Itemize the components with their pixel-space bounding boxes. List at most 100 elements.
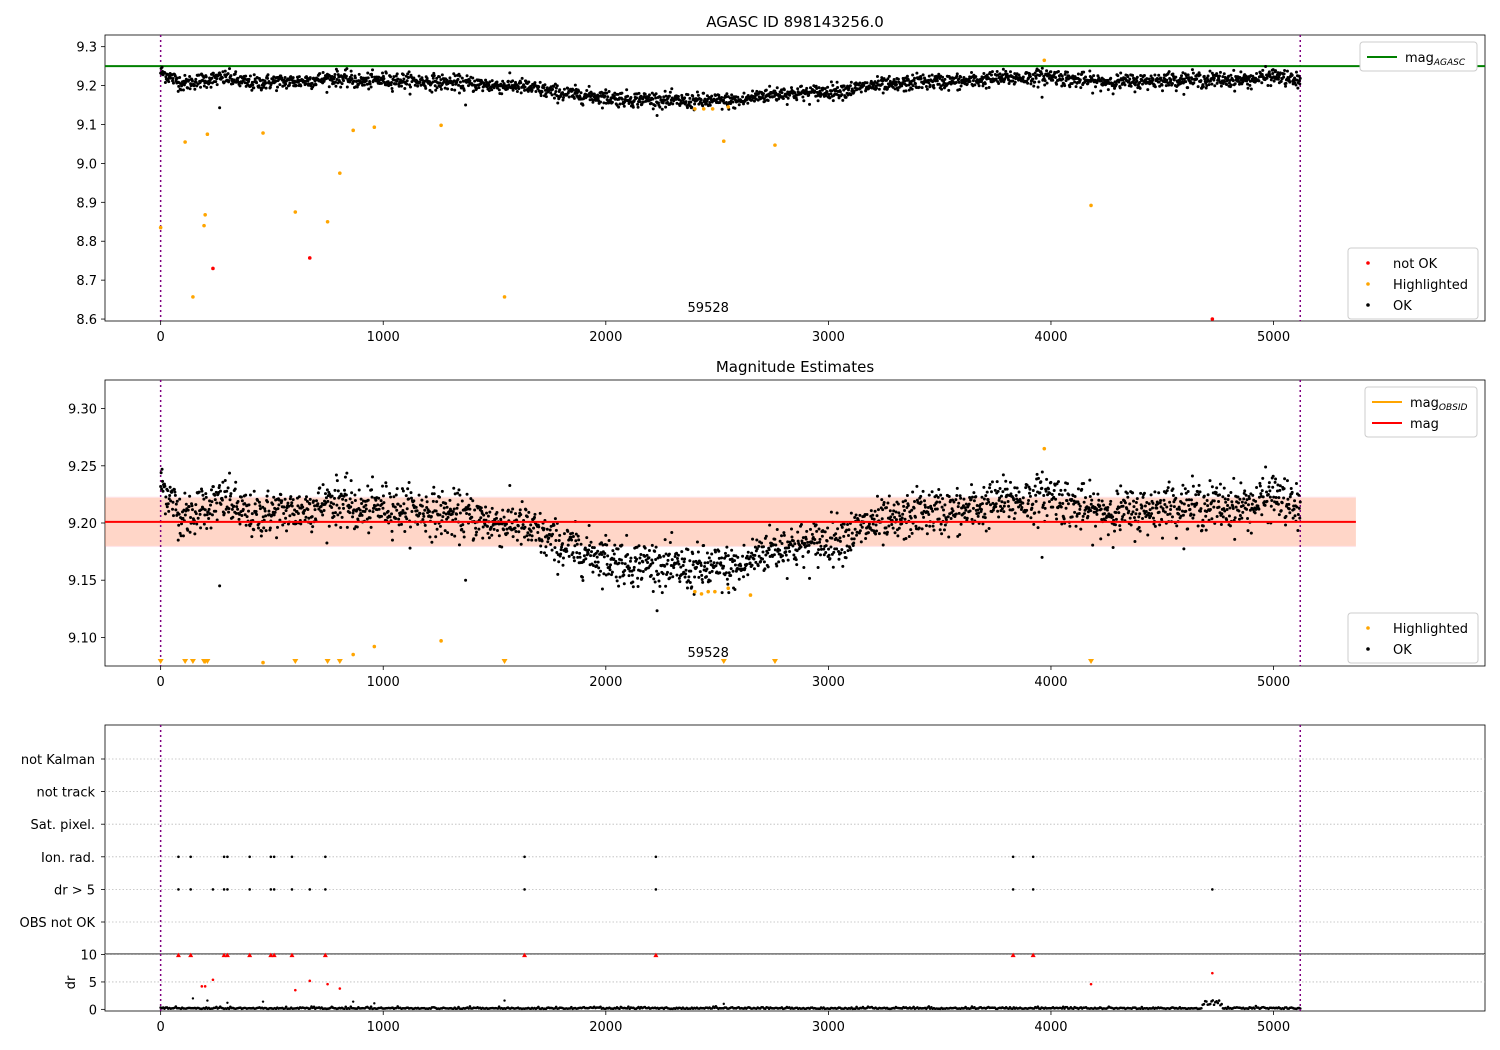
ok-point xyxy=(301,505,305,509)
ok-point xyxy=(1063,72,1067,76)
ok-point xyxy=(834,532,838,536)
ok-point xyxy=(969,498,973,502)
ok-point xyxy=(1017,490,1021,494)
ok-point xyxy=(574,532,578,536)
ok-point xyxy=(838,536,842,540)
ok-point xyxy=(527,80,531,84)
ok-point xyxy=(435,76,439,80)
ok-point xyxy=(1035,472,1039,476)
ok-point xyxy=(580,575,584,579)
ok-point xyxy=(175,499,179,503)
ok-point xyxy=(1298,500,1302,504)
ok-point xyxy=(1233,537,1237,541)
ok-point xyxy=(595,564,599,568)
ok-point xyxy=(330,74,334,78)
ok-point xyxy=(1246,529,1250,533)
ok-point xyxy=(339,85,343,89)
ok-point xyxy=(600,587,604,591)
ok-point xyxy=(169,76,173,80)
ok-point xyxy=(686,548,690,552)
ok-point xyxy=(1128,502,1132,506)
ok-point xyxy=(189,516,193,520)
ok-point xyxy=(1260,513,1264,517)
ok-point xyxy=(1051,78,1055,82)
ok-point xyxy=(308,502,312,506)
ok-point xyxy=(755,538,759,542)
ok-point xyxy=(197,73,201,77)
ok-point xyxy=(1116,492,1120,496)
ok-point xyxy=(658,584,662,588)
ok-point xyxy=(417,493,421,497)
ok-point xyxy=(437,75,441,79)
ok-point xyxy=(223,478,227,482)
ok-point xyxy=(905,494,909,498)
ok-point xyxy=(1131,491,1135,495)
ok-point xyxy=(855,533,859,537)
ok-point xyxy=(1189,512,1193,516)
ok-point xyxy=(316,502,320,506)
ok-point xyxy=(693,575,697,579)
ok-point xyxy=(701,580,705,584)
ok-point xyxy=(413,83,417,87)
ok-point xyxy=(944,517,948,521)
ok-point xyxy=(495,86,499,90)
ok-point xyxy=(793,542,797,546)
ok-point xyxy=(1290,490,1294,494)
ok-point xyxy=(1014,493,1018,497)
ok-point xyxy=(176,89,180,93)
ok-point xyxy=(477,527,481,531)
ok-point xyxy=(421,512,425,516)
ok-point xyxy=(697,575,701,579)
ok-point xyxy=(970,495,974,499)
ok-point xyxy=(1113,529,1117,533)
ok-point xyxy=(520,500,524,504)
ok-point xyxy=(673,555,677,559)
ok-point xyxy=(607,539,611,543)
x-tick-label: 0 xyxy=(157,330,165,345)
ok-point xyxy=(214,80,218,84)
flag-point xyxy=(222,855,226,859)
ok-point xyxy=(377,496,381,500)
ok-point xyxy=(1032,84,1036,88)
ok-point xyxy=(755,547,759,551)
ok-point xyxy=(1156,502,1160,506)
ok-point xyxy=(877,87,881,91)
ok-point xyxy=(724,571,728,575)
ok-point xyxy=(160,65,164,69)
ok-point xyxy=(532,526,536,530)
ok-point xyxy=(936,495,940,499)
ok-point xyxy=(1272,508,1276,512)
ok-point xyxy=(1169,508,1173,512)
ok-point xyxy=(364,79,368,83)
ok-point xyxy=(566,86,570,90)
ok-point xyxy=(1215,486,1219,490)
ok-point xyxy=(708,100,712,104)
ok-point xyxy=(349,69,353,73)
ok-point xyxy=(388,515,392,519)
ok-point xyxy=(424,86,428,90)
ok-point xyxy=(946,515,950,519)
ok-point xyxy=(1192,513,1196,517)
ok-point xyxy=(886,501,890,505)
ok-point xyxy=(736,555,740,559)
ok-point xyxy=(883,531,887,535)
ok-point xyxy=(882,500,886,504)
ok-point xyxy=(1141,82,1145,86)
ok-point xyxy=(376,503,380,507)
ok-point xyxy=(278,83,282,87)
ok-point xyxy=(1177,512,1181,516)
ok-point xyxy=(891,512,895,516)
ok-point xyxy=(333,511,337,515)
legend-dot-swatch xyxy=(1366,626,1370,630)
ok-point xyxy=(927,81,931,85)
ok-point xyxy=(187,78,191,82)
ok-point xyxy=(958,88,962,92)
ok-point xyxy=(353,498,357,502)
ok-point xyxy=(571,88,575,92)
ok-point xyxy=(1021,501,1025,505)
y-tick-label: 9.3 xyxy=(76,41,97,56)
ok-point xyxy=(1021,496,1025,500)
ok-point xyxy=(310,530,314,534)
ok-point xyxy=(224,495,228,499)
ok-point xyxy=(1166,486,1170,490)
